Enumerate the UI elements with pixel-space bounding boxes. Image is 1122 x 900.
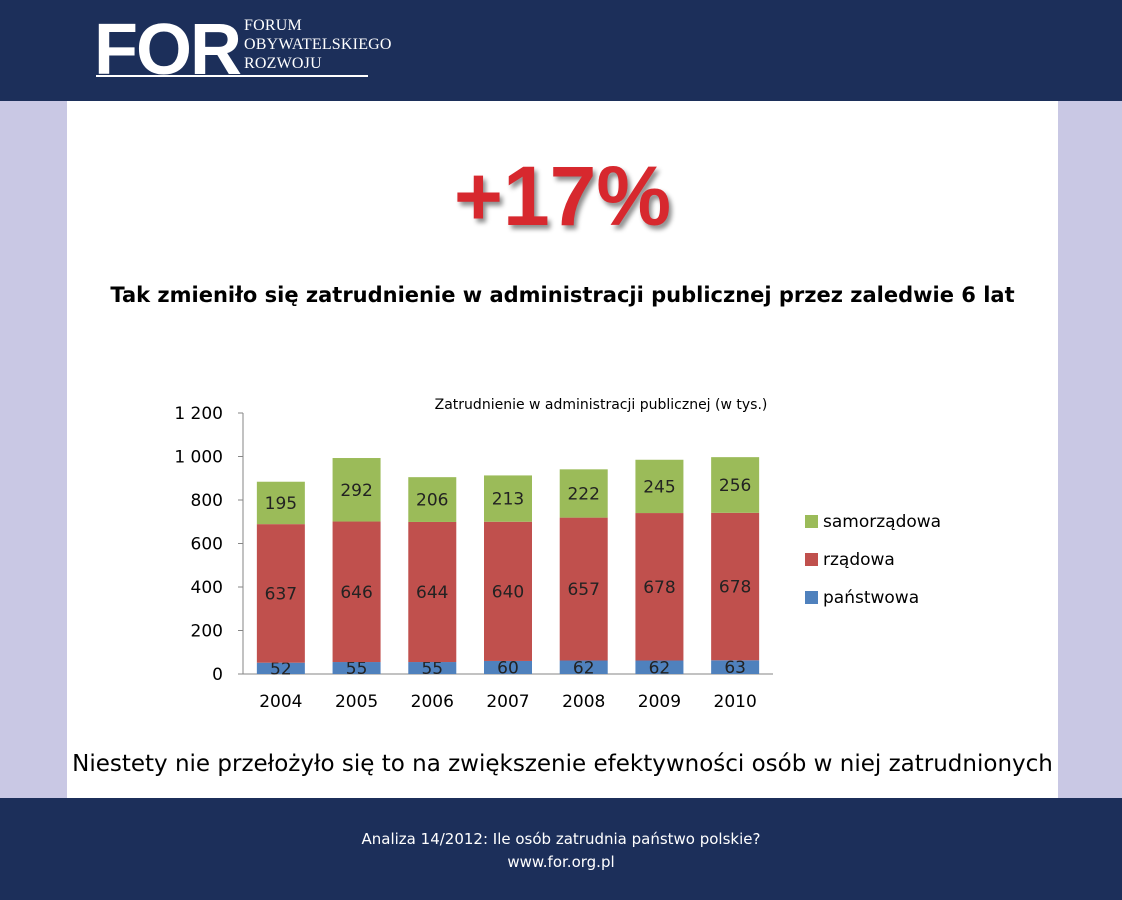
bar-segment-rządowa: [484, 521, 532, 661]
content-panel: +17% Tak zmieniło się zatrudnienie w adm…: [67, 101, 1058, 798]
x-tick-label: 2006: [411, 692, 454, 712]
y-tick-label: 200: [191, 622, 223, 642]
bar-segment-samorządowa: [408, 477, 457, 522]
data-label: 245: [643, 477, 675, 497]
data-label: 644: [416, 583, 448, 603]
footnote-text: Niestety nie przełożyło się to na zwięks…: [72, 751, 1053, 777]
data-label: 292: [340, 481, 372, 501]
data-label: 206: [416, 491, 448, 511]
bar-segment-rządowa: [408, 521, 457, 663]
bar-segment-samorządowa: [332, 458, 381, 522]
x-tick-label: 2009: [638, 692, 681, 712]
logo-line-3: ROZWOJU: [244, 55, 322, 72]
data-label: 55: [346, 659, 368, 679]
legend-label: samorządowa: [823, 512, 941, 532]
bar-segment-samorządowa: [484, 475, 532, 522]
data-label: 678: [719, 578, 751, 598]
stacked-bar-chart: Zatrudnienie w administracji publicznej …: [174, 397, 941, 712]
bar-segment-samorządowa: [635, 459, 684, 514]
logo-line-2: OBYWATELSKIEGO: [244, 36, 392, 53]
y-tick-label: 1 200: [174, 404, 223, 424]
bar-segment-państwowa: [711, 660, 760, 674]
bar-segment-państwowa: [559, 660, 608, 674]
x-axis-labels: 2004 2005 2006 2007 2008 2009 2010: [259, 692, 757, 712]
bar-segment-rządowa: [711, 512, 760, 661]
data-label: 637: [265, 584, 297, 604]
data-label: 195: [265, 494, 297, 514]
logo-organization-name: FORUM OBYWATELSKIEGO ROZWOJU: [244, 16, 392, 73]
for-logo: FOR: [94, 10, 242, 90]
headline-percentage: +17%: [453, 149, 672, 243]
bar-segment-rządowa: [559, 517, 608, 661]
y-tick-label: 400: [191, 578, 223, 598]
chart-title: Zatrudnienie w administracji publicznej …: [435, 397, 768, 413]
bar-segment-samorządowa: [256, 481, 305, 525]
data-label: 60: [497, 658, 519, 678]
x-tick-label: 2007: [486, 692, 529, 712]
logo-underline: [96, 75, 368, 77]
legend-label: państwowa: [823, 588, 919, 608]
data-label: 640: [492, 582, 524, 602]
header-bar: FOR FORUM OBYWATELSKIEGO ROZWOJU: [0, 0, 1122, 101]
legend-swatch: [805, 553, 818, 566]
x-tick-label: 2008: [562, 692, 605, 712]
x-tick-label: 2010: [714, 692, 757, 712]
data-label: 62: [649, 658, 671, 678]
x-tick-label: 2005: [335, 692, 378, 712]
x-tick-label: 2004: [259, 692, 302, 712]
data-label: 678: [643, 578, 675, 598]
bar-segment-rządowa: [635, 513, 684, 661]
data-label: 646: [340, 583, 372, 603]
legend: samorządowa rządowa państwowa: [805, 512, 941, 608]
y-axis: 0 200 400 600 800 1 000 1 200: [174, 404, 773, 685]
data-label: 63: [724, 658, 746, 678]
bar-segment-samorządowa: [559, 469, 608, 518]
bars: 52 637 195 55 646 292 55 644 206 60 640 213 62 657 222…: [256, 457, 760, 679]
bar-segment-państwowa: [635, 660, 684, 674]
data-label: 62: [573, 658, 595, 678]
data-label: 213: [492, 490, 524, 510]
footer-website-link[interactable]: www.for.org.pl: [507, 853, 615, 871]
headline-text: Tak zmieniło się zatrudnienie w administ…: [110, 283, 1015, 307]
data-label: 55: [421, 659, 443, 679]
bar-segment-rządowa: [332, 521, 381, 663]
bar-segment-państwowa: [408, 662, 457, 674]
legend-label: rządowa: [823, 550, 895, 570]
data-label: 256: [719, 476, 751, 496]
bar-segment-samorządowa: [711, 457, 760, 513]
data-label: 657: [567, 580, 599, 600]
legend-swatch: [805, 591, 818, 604]
y-tick-label: 800: [191, 491, 223, 511]
footer-analysis-title: Analiza 14/2012: Ile osób zatrudnia pańs…: [361, 830, 761, 848]
data-label: 52: [270, 659, 292, 679]
bar-segment-państwowa: [332, 662, 381, 674]
footer-bar: Analiza 14/2012: Ile osób zatrudnia pańs…: [0, 798, 1122, 900]
data-label: 222: [567, 484, 599, 504]
y-tick-label: 1 000: [174, 448, 223, 468]
bar-segment-państwowa: [256, 662, 305, 674]
bar-segment-rządowa: [256, 524, 305, 663]
bar-segment-państwowa: [484, 660, 532, 674]
legend-swatch: [805, 515, 818, 528]
y-tick-label: 0: [212, 665, 223, 685]
logo-line-1: FORUM: [244, 17, 302, 34]
y-tick-label: 600: [191, 535, 223, 555]
